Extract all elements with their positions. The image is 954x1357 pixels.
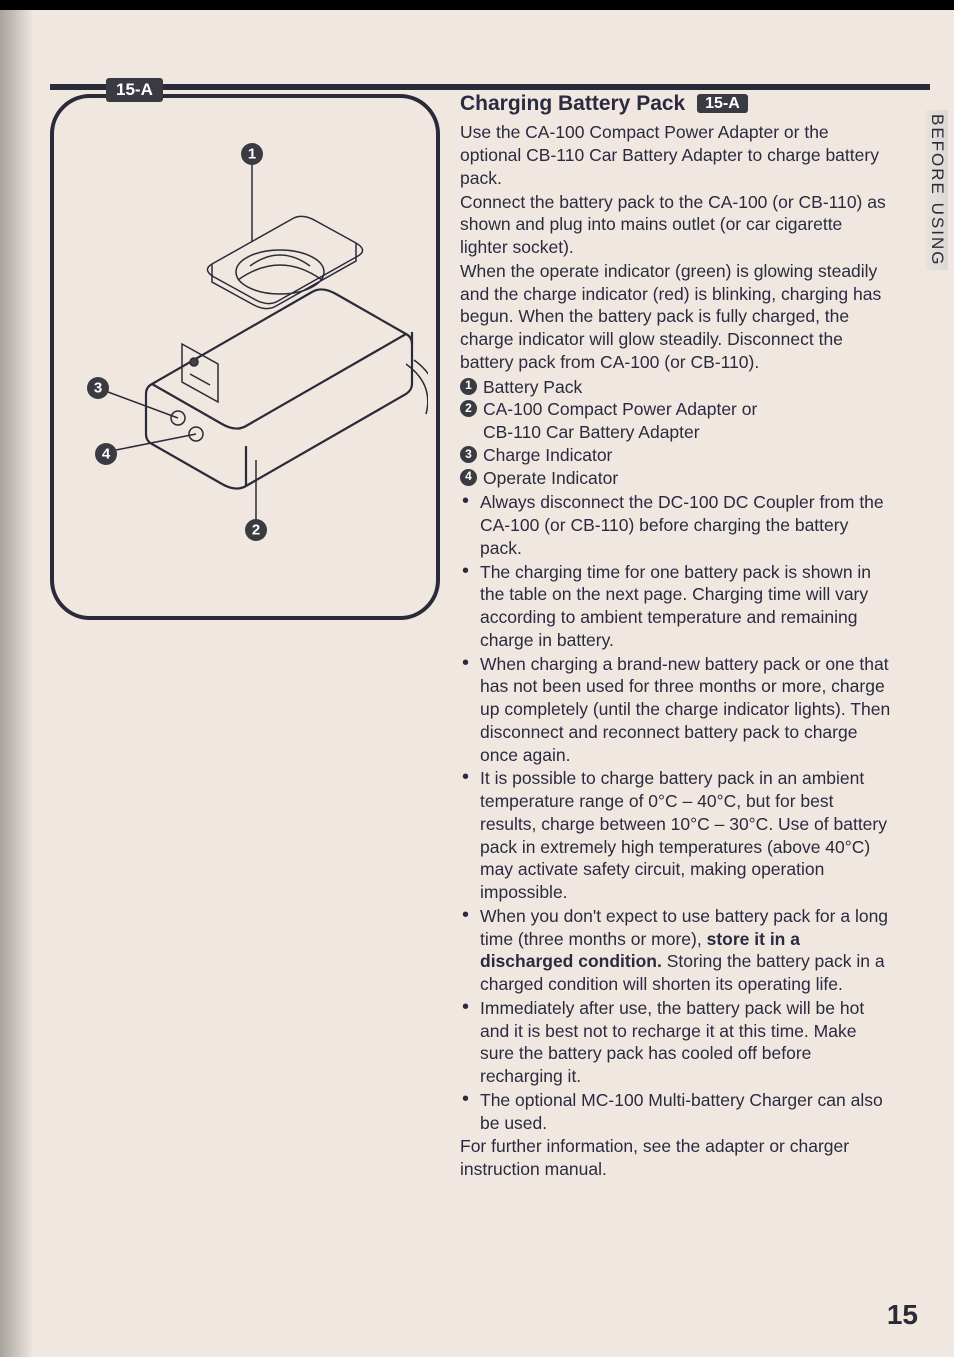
bullet-item: Immediately after use, the battery pack … xyxy=(460,997,892,1088)
bullet-item: When charging a brand-new battery pack o… xyxy=(460,653,892,767)
bullet-item: The charging time for one battery pack i… xyxy=(460,561,892,652)
paragraph-3: When the operate indicator (green) is gl… xyxy=(460,260,892,374)
heading-text: Charging Battery Pack xyxy=(460,92,685,115)
page-binding-shadow xyxy=(0,0,34,1357)
figure-callout-1: 1 xyxy=(248,146,256,163)
figure-callout-2: 2 xyxy=(252,522,260,539)
section-tab: BEFORE USING xyxy=(926,110,948,270)
section-heading: Charging Battery Pack 15-A xyxy=(460,90,892,117)
bullet-5-pre: When you don't expect to use battery pac… xyxy=(480,906,888,949)
bullet-item: Always disconnect the DC-100 DC Coupler … xyxy=(460,491,892,559)
text-column: Charging Battery Pack 15-A Use the CA-10… xyxy=(460,90,892,1181)
callout-item: 4 Operate Indicator xyxy=(460,467,892,490)
bullet-list: Always disconnect the DC-100 DC Coupler … xyxy=(460,491,892,1134)
callout-text-2: CA-100 Compact Power Adapter or xyxy=(483,398,757,421)
bullet-item: The optional MC-100 Multi-battery Charge… xyxy=(460,1089,892,1135)
bullet-item: When you don't expect to use battery pac… xyxy=(460,905,892,996)
callout-number-4: 4 xyxy=(460,469,477,486)
callout-list: 1 Battery Pack 2 CA-100 Compact Power Ad… xyxy=(460,376,892,490)
page-number: 15 xyxy=(887,1299,918,1331)
figure-15a: 15-A xyxy=(50,86,440,626)
callout-number-1: 1 xyxy=(460,378,477,395)
callout-number-3: 3 xyxy=(460,446,477,463)
figure-callout-3: 3 xyxy=(94,380,102,397)
callout-item: 2 CA-100 Compact Power Adapter or xyxy=(460,398,892,421)
top-black-bar xyxy=(0,0,954,10)
bullet-item: It is possible to charge battery pack in… xyxy=(460,767,892,904)
figure-diagram: 1 2 3 4 xyxy=(62,114,428,604)
callout-text-2b: CB-110 Car Battery Adapter xyxy=(483,421,700,444)
paragraph-1: Use the CA-100 Compact Power Adapter or … xyxy=(460,121,892,189)
callout-item-continued: CB-110 Car Battery Adapter xyxy=(460,421,892,444)
paragraph-2: Connect the battery pack to the CA-100 (… xyxy=(460,191,892,259)
callout-number-2: 2 xyxy=(460,400,477,417)
figure-label: 15-A xyxy=(106,78,163,102)
callout-item: 3 Charge Indicator xyxy=(460,444,892,467)
callout-text-1: Battery Pack xyxy=(483,376,582,399)
callout-text-4: Operate Indicator xyxy=(483,467,618,490)
callout-item: 1 Battery Pack xyxy=(460,376,892,399)
heading-ref-label: 15-A xyxy=(697,94,748,113)
figure-callout-4: 4 xyxy=(102,446,111,463)
closing-paragraph: For further information, see the adapter… xyxy=(460,1135,892,1181)
callout-text-3: Charge Indicator xyxy=(483,444,612,467)
